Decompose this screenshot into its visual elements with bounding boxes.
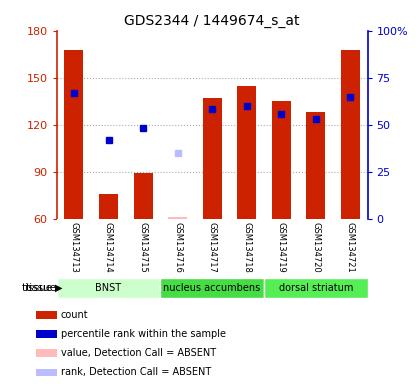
Text: GSM134715: GSM134715 — [139, 222, 147, 273]
Text: GSM134716: GSM134716 — [173, 222, 182, 273]
Text: GSM134721: GSM134721 — [346, 222, 355, 273]
Bar — [36, 349, 57, 357]
Text: GSM134713: GSM134713 — [69, 222, 79, 273]
Text: GSM134719: GSM134719 — [277, 222, 286, 273]
Bar — [99, 194, 118, 219]
Bar — [134, 174, 152, 219]
Text: GSM134717: GSM134717 — [207, 222, 217, 273]
Text: GSM134718: GSM134718 — [242, 222, 251, 273]
Bar — [160, 278, 264, 298]
Bar — [57, 278, 160, 298]
Text: tissue: tissue — [26, 283, 57, 293]
Bar — [272, 101, 291, 219]
Text: dorsal striatum: dorsal striatum — [278, 283, 353, 293]
Bar — [306, 112, 325, 219]
Title: GDS2344 / 1449674_s_at: GDS2344 / 1449674_s_at — [124, 14, 300, 28]
Text: value, Detection Call = ABSENT: value, Detection Call = ABSENT — [61, 348, 216, 358]
Bar — [168, 217, 187, 219]
Text: count: count — [61, 310, 88, 320]
Bar — [36, 369, 57, 376]
Text: BNST: BNST — [95, 283, 121, 293]
Text: rank, Detection Call = ABSENT: rank, Detection Call = ABSENT — [61, 367, 211, 377]
Text: ▶: ▶ — [55, 283, 62, 293]
Bar — [36, 311, 57, 319]
Text: percentile rank within the sample: percentile rank within the sample — [61, 329, 226, 339]
Text: GSM134720: GSM134720 — [311, 222, 320, 273]
Bar — [341, 50, 360, 219]
Bar — [202, 98, 222, 219]
Text: nucleus accumbens: nucleus accumbens — [163, 283, 261, 293]
Bar — [65, 50, 84, 219]
Bar — [237, 86, 256, 219]
Text: GSM134714: GSM134714 — [104, 222, 113, 273]
Bar — [264, 278, 368, 298]
Text: tissue: tissue — [21, 283, 52, 293]
Bar — [36, 330, 57, 338]
